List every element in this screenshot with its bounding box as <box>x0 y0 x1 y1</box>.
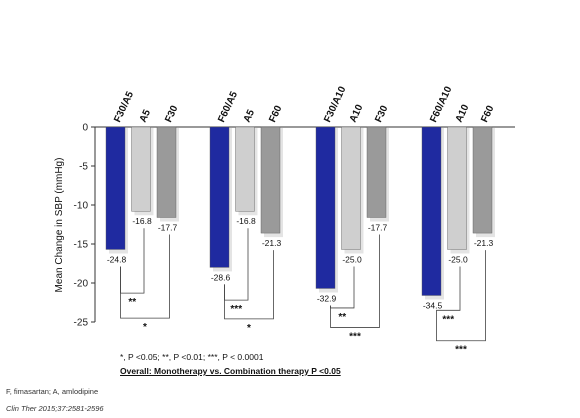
bar <box>341 126 361 250</box>
y-tick-label: 0 <box>82 123 88 134</box>
bar <box>447 126 467 250</box>
category-label: F30 <box>163 104 180 125</box>
bar <box>472 126 493 234</box>
y-tick-label: -10 <box>74 201 89 212</box>
comparison-bracket <box>120 234 170 319</box>
significance-stars: *** <box>349 331 361 342</box>
y-axis-label: Mean Change in SBP (mmHg) <box>54 158 65 293</box>
bar <box>260 126 281 234</box>
significance-stars: *** <box>442 314 454 325</box>
category-label: F30/A5 <box>112 90 136 125</box>
comparison-bracket <box>330 234 380 328</box>
bar <box>209 126 230 268</box>
category-label: A10 <box>454 103 472 125</box>
significance-stars: ** <box>128 297 136 308</box>
significance-stars: *** <box>455 345 467 356</box>
significance-legend: *, P <0.05; **, P <0.01; ***, P < 0.0001 <box>120 352 264 362</box>
category-label: F30 <box>373 104 390 125</box>
data-label: -25.0 <box>342 254 362 264</box>
y-tick-label: -15 <box>74 240 89 251</box>
data-label: -21.3 <box>262 238 282 248</box>
bar <box>105 126 126 250</box>
overall-comparison-note: Overall: Monotherapy vs. Combination the… <box>120 366 341 376</box>
data-label: -16.8 <box>132 216 152 226</box>
category-label: F60/A10 <box>428 84 454 124</box>
significance-stars: * <box>247 323 251 334</box>
category-label: F60/A5 <box>216 90 240 125</box>
y-tick-label: -20 <box>74 279 89 290</box>
significance-brackets: ****************** <box>120 228 486 356</box>
bar <box>315 126 336 289</box>
bar <box>366 126 387 218</box>
data-label: -24.8 <box>107 254 127 264</box>
significance-stars: *** <box>230 304 242 315</box>
significance-stars: * <box>143 322 147 333</box>
category-label: F30/A10 <box>322 84 348 124</box>
y-tick-label: -5 <box>79 162 88 173</box>
bar <box>131 126 151 212</box>
data-label: -21.3 <box>474 238 494 248</box>
comparison-bracket <box>224 250 274 320</box>
comparison-bracket <box>436 266 461 313</box>
category-label: A5 <box>138 108 154 125</box>
bar <box>421 126 442 296</box>
data-label: -16.8 <box>236 216 256 226</box>
category-label: F60 <box>479 104 496 125</box>
bar <box>235 126 255 212</box>
data-label: -17.7 <box>158 222 178 232</box>
data-label: -25.0 <box>448 254 468 264</box>
citation: Clin Ther 2015;37:2581-2596 <box>6 404 104 413</box>
category-label: F60 <box>267 104 284 125</box>
category-label: A10 <box>348 103 366 125</box>
data-label: -34.5 <box>423 300 443 310</box>
significance-stars: ** <box>338 312 346 323</box>
comparison-bracket <box>436 250 486 342</box>
category-label: A5 <box>242 108 258 125</box>
abbreviations-note: F, fimasartan; A, amlodipine <box>6 387 99 396</box>
data-label: -17.7 <box>368 222 388 232</box>
data-label: -32.9 <box>317 293 337 303</box>
y-tick-label: -25 <box>74 318 89 329</box>
bar <box>156 126 177 218</box>
chart-bars: F30/A5 -24.8 A5 -16.8 F30 -17.7 F60/A5 -28.6 A5 -… <box>105 84 497 310</box>
data-label: -28.6 <box>211 272 231 282</box>
